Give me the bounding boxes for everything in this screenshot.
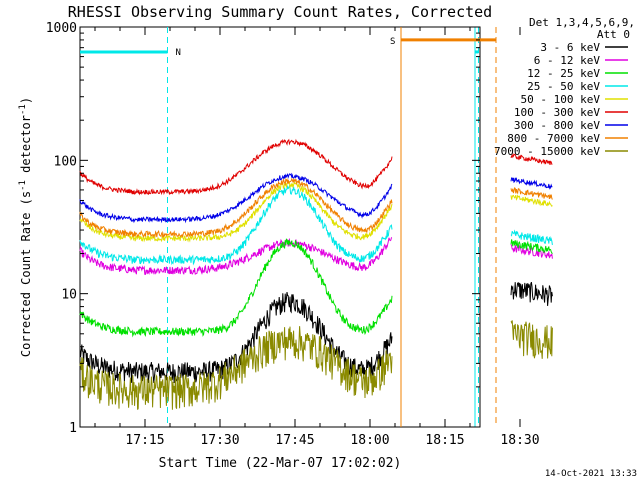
series-line-after-gap-3 [510, 229, 553, 245]
series-line-0 [79, 292, 393, 384]
legend-header-line1: Det 1,3,4,5,6,9, [529, 16, 635, 29]
plot-area: NS 17:15 17:30 17:45 18:00 18:15 18:301101001… [46, 21, 553, 448]
legend-item-label: 6 - 12 keV [534, 54, 601, 67]
x-tick-label: 18:00 [350, 433, 389, 448]
legend-item-label: 800 - 7000 keV [507, 132, 600, 145]
legend-item-label: 50 - 100 keV [521, 93, 601, 106]
x-axis-label: Start Time (22-Mar-07 17:02:02) [159, 456, 402, 471]
legend-header-line2: Att 0 [597, 28, 630, 41]
y-axis-label: Corrected Count Rate (s-1 detector-1) [18, 97, 33, 357]
saa-label: S [390, 37, 395, 47]
series-line-after-gap-8 [510, 320, 553, 359]
legend-item-label: 100 - 300 keV [514, 106, 600, 119]
legend-item-label: 7000 - 15000 keV [494, 145, 600, 158]
series-line-after-gap-5 [510, 153, 553, 165]
x-tick-label: 17:15 [125, 433, 164, 448]
series-line-7 [79, 177, 393, 239]
x-tick-label: 17:30 [200, 433, 239, 448]
series-line-after-gap-4 [510, 194, 553, 208]
series-line-after-gap-7 [510, 187, 553, 200]
plot-frame [79, 26, 481, 428]
x-tick-label: 18:15 [425, 433, 464, 448]
series-line-after-gap-2 [510, 239, 553, 255]
series-line-8 [79, 326, 393, 410]
y-tick-label: 100 [54, 154, 77, 169]
x-tick-label: 18:30 [500, 433, 539, 448]
series-layer [79, 138, 553, 410]
markers-layer: NS [80, 27, 497, 427]
y-axis-label-part2: detector [19, 115, 33, 180]
ticks-layer: 17:15 17:30 17:45 18:00 18:15 18:30 1 10 100 1000 [46, 21, 540, 448]
y-tick-label: 1000 [46, 21, 77, 36]
series-line-2 [79, 238, 393, 338]
y-tick-label: 1 [69, 421, 77, 436]
y-axis-label-part3: ) [19, 97, 33, 104]
y-axis-label-sup1: -1 [18, 180, 28, 191]
timestamp: 14-Oct-2021 13:33 [545, 469, 637, 479]
y-tick-label: 10 [61, 288, 77, 303]
legend-item-label: 25 - 50 keV [527, 80, 600, 93]
series-line-5 [79, 138, 393, 196]
series-line-6 [79, 172, 393, 224]
legend-item-label: 300 - 800 keV [514, 119, 600, 132]
x-tick-label: 17:45 [275, 433, 314, 448]
series-line-3 [79, 184, 393, 266]
y-axis-label-sup2: -1 [18, 104, 28, 115]
legend-item-label: 3 - 6 keV [540, 41, 600, 54]
y-axis-label-part1: Corrected Count Rate (s [19, 191, 33, 357]
chart-title: RHESSI Observing Summary Count Rates, Co… [68, 3, 492, 21]
series-line-1 [79, 237, 393, 275]
series-line-after-gap-6 [510, 177, 553, 190]
series-line-4 [79, 180, 393, 243]
night-label: N [176, 48, 181, 58]
series-line-after-gap-0 [510, 281, 553, 306]
legend-item-label: 12 - 25 keV [527, 67, 600, 80]
